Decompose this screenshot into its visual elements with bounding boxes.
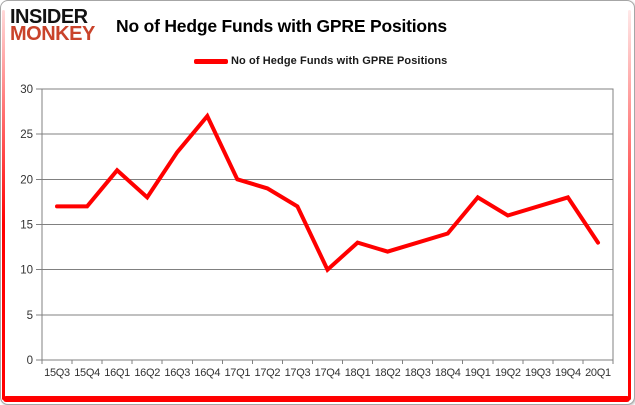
x-tick-label: 19Q4 [555, 367, 581, 379]
insider-monkey-logo: INSIDER MONKEY [10, 6, 95, 45]
y-tick-label: 30 [20, 84, 33, 96]
x-tick-label: 17Q1 [224, 367, 250, 379]
x-tick-label: 16Q3 [164, 367, 190, 379]
logo-line-insider: INSIDER [10, 6, 88, 28]
frame-accent-left [2, 10, 5, 400]
x-tick-label: 19Q2 [495, 367, 521, 379]
x-tick-label: 16Q1 [104, 367, 130, 379]
x-tick-label: 18Q4 [435, 367, 461, 379]
x-tick-label: 18Q2 [375, 367, 401, 379]
x-tick-label: 15Q3 [44, 367, 70, 379]
y-tick-label: 0 [27, 355, 33, 367]
line-chart: 0 5 10 15 20 25 30 15Q3 15Q4 16Q1 16Q2 16Q3 16Q4 17Q1… [20, 84, 614, 379]
x-tick-label: 18Q3 [405, 367, 431, 379]
x-tick-label: 16Q2 [134, 367, 160, 379]
y-tick-label: 5 [27, 310, 33, 322]
frame-accent-right [628, 10, 631, 400]
x-tick-label: 20Q1 [585, 367, 611, 379]
legend-line-marker [194, 58, 228, 64]
x-tick-label: 17Q3 [285, 367, 311, 379]
x-tick-label: 17Q2 [255, 367, 281, 379]
x-tick-label: 18Q1 [345, 367, 371, 379]
frame-accent-bottom [3, 396, 630, 402]
logo-line-monkey: MONKEY [10, 23, 95, 45]
y-tick-label: 10 [20, 265, 33, 277]
x-tick-label: 15Q4 [74, 367, 100, 379]
chart-title: No of Hedge Funds with GPRE Positions [116, 16, 447, 36]
series-line-gpre [55, 112, 600, 273]
legend: No of Hedge Funds with GPRE Positions [194, 54, 447, 68]
y-tick-label: 20 [20, 174, 33, 186]
y-tick-label: 25 [20, 129, 33, 141]
legend-label: No of Hedge Funds with GPRE Positions [231, 55, 448, 67]
x-tick-label: 19Q3 [525, 367, 551, 379]
y-tick-label: 15 [20, 220, 33, 232]
x-tick-label: 16Q4 [194, 367, 220, 379]
x-tick-label: 17Q4 [315, 367, 341, 379]
x-tick-label: 19Q1 [465, 367, 491, 379]
